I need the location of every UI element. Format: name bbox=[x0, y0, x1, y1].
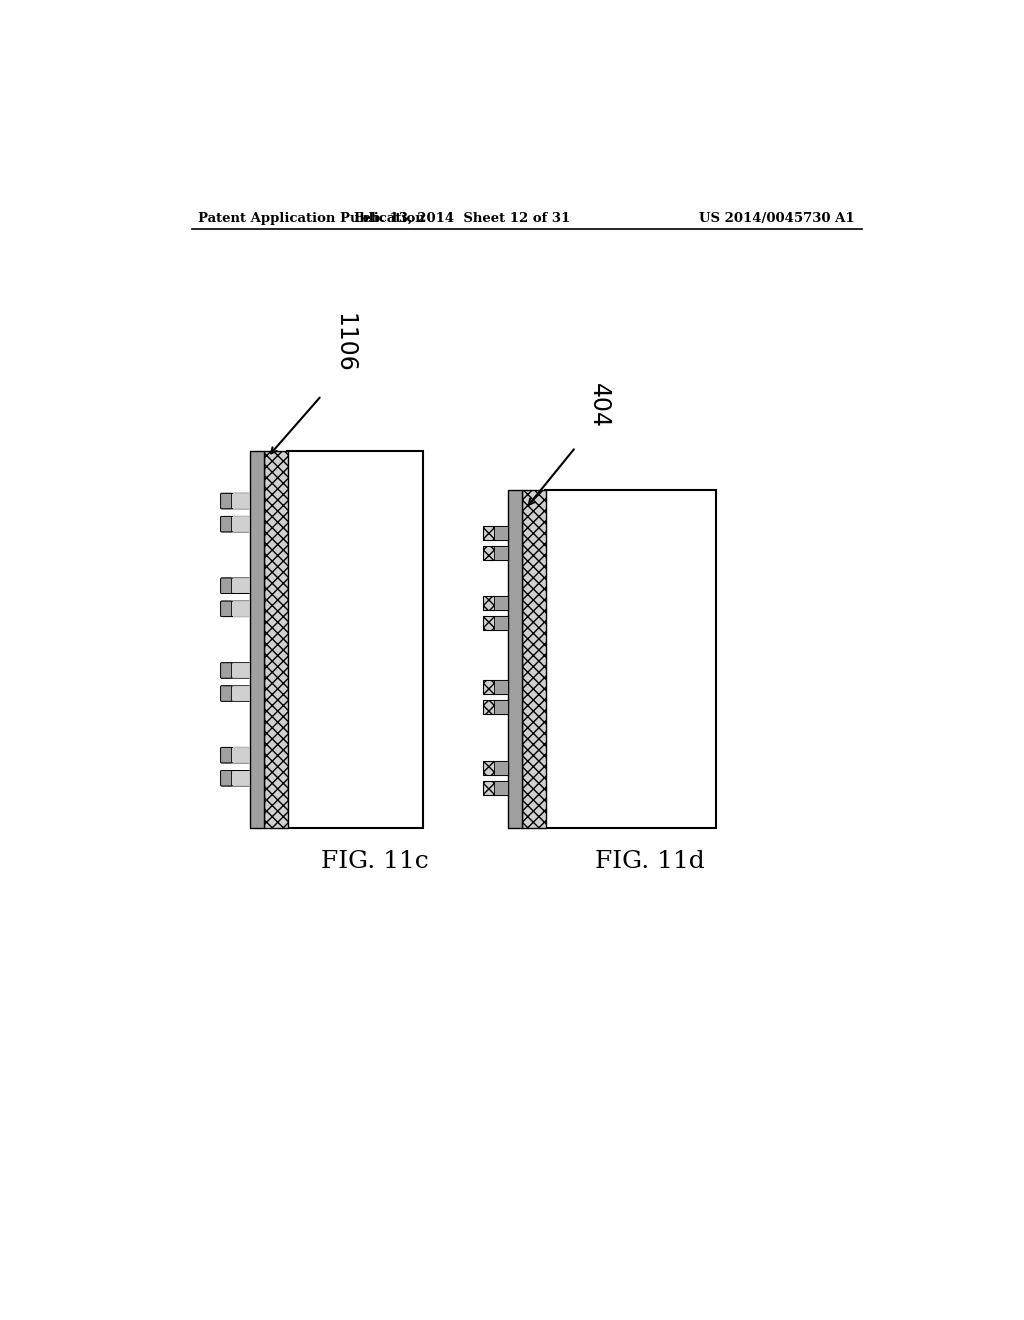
Bar bbox=[494, 681, 508, 694]
FancyBboxPatch shape bbox=[220, 578, 250, 594]
Bar bbox=[508, 490, 521, 829]
FancyBboxPatch shape bbox=[220, 747, 250, 763]
Bar bbox=[483, 615, 508, 630]
FancyBboxPatch shape bbox=[220, 771, 250, 785]
Text: US 2014/0045730 A1: US 2014/0045730 A1 bbox=[698, 213, 854, 224]
Bar bbox=[545, 490, 716, 829]
Bar bbox=[483, 527, 508, 540]
Bar bbox=[494, 781, 508, 795]
Text: FIG. 11d: FIG. 11d bbox=[595, 850, 706, 873]
Text: 1106: 1106 bbox=[333, 313, 356, 372]
Bar bbox=[483, 701, 508, 714]
FancyBboxPatch shape bbox=[220, 663, 231, 678]
Bar bbox=[233, 494, 250, 508]
Bar bbox=[287, 451, 423, 829]
Text: Patent Application Publication: Patent Application Publication bbox=[199, 213, 425, 224]
Text: 404: 404 bbox=[587, 383, 610, 428]
FancyBboxPatch shape bbox=[220, 747, 231, 763]
FancyBboxPatch shape bbox=[220, 771, 231, 785]
Bar bbox=[483, 781, 508, 795]
FancyBboxPatch shape bbox=[220, 516, 250, 532]
Bar bbox=[250, 451, 264, 829]
Bar bbox=[494, 701, 508, 714]
Bar bbox=[233, 578, 250, 594]
FancyBboxPatch shape bbox=[220, 494, 231, 508]
Bar bbox=[483, 595, 508, 610]
Bar bbox=[233, 663, 250, 678]
Bar bbox=[494, 546, 508, 560]
Text: FIG. 11c: FIG. 11c bbox=[322, 850, 429, 873]
FancyBboxPatch shape bbox=[220, 578, 231, 594]
Bar bbox=[483, 762, 508, 775]
FancyBboxPatch shape bbox=[220, 686, 250, 701]
FancyBboxPatch shape bbox=[220, 516, 231, 532]
Bar bbox=[494, 527, 508, 540]
FancyBboxPatch shape bbox=[220, 686, 231, 701]
FancyBboxPatch shape bbox=[220, 663, 250, 678]
Bar bbox=[494, 615, 508, 630]
Bar bbox=[494, 595, 508, 610]
FancyBboxPatch shape bbox=[220, 601, 231, 616]
Bar bbox=[233, 686, 250, 701]
Bar bbox=[233, 601, 250, 616]
Bar bbox=[233, 516, 250, 532]
FancyBboxPatch shape bbox=[220, 494, 250, 508]
Bar bbox=[521, 490, 546, 829]
Bar bbox=[494, 762, 508, 775]
Bar bbox=[483, 546, 508, 560]
Text: Feb. 13, 2014  Sheet 12 of 31: Feb. 13, 2014 Sheet 12 of 31 bbox=[353, 213, 569, 224]
Bar bbox=[233, 771, 250, 785]
FancyBboxPatch shape bbox=[220, 601, 250, 616]
Bar bbox=[264, 451, 288, 829]
Bar bbox=[233, 747, 250, 763]
Bar bbox=[483, 681, 508, 694]
